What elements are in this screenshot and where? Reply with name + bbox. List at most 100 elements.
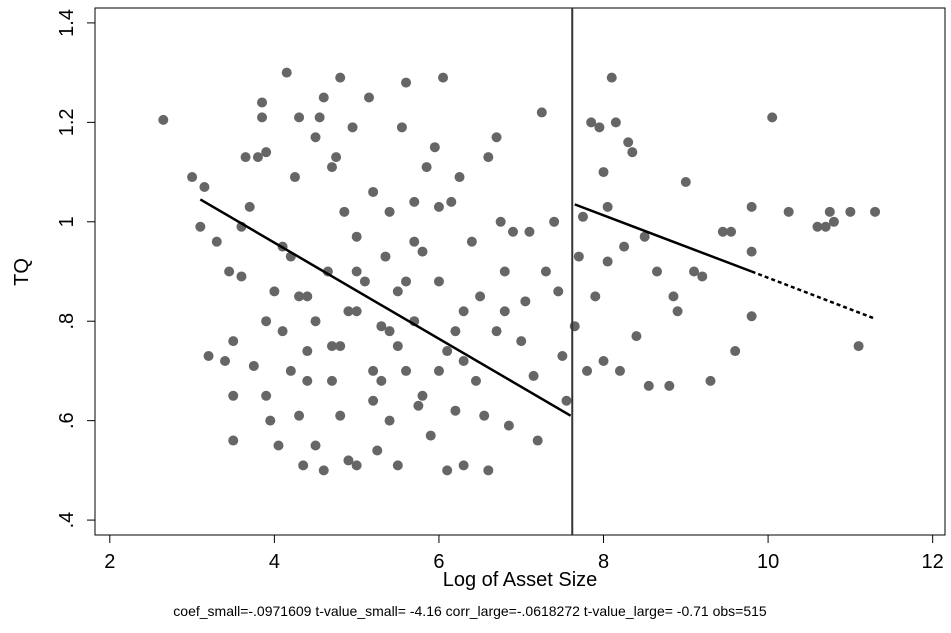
point xyxy=(228,336,239,347)
point xyxy=(261,147,272,158)
point xyxy=(376,375,387,386)
point xyxy=(540,266,551,277)
point xyxy=(631,331,642,342)
point xyxy=(639,231,650,242)
point xyxy=(586,117,597,128)
point xyxy=(351,231,362,242)
point xyxy=(536,107,547,118)
y-tick-label: .4 xyxy=(56,512,78,529)
point xyxy=(446,196,457,207)
point xyxy=(582,365,593,376)
point xyxy=(516,336,527,347)
point xyxy=(577,211,588,222)
point xyxy=(384,415,395,426)
point xyxy=(228,435,239,446)
fit-line xyxy=(751,270,876,320)
point xyxy=(372,445,383,456)
point xyxy=(824,206,835,217)
point xyxy=(314,112,325,123)
point xyxy=(384,206,395,217)
point xyxy=(508,226,519,237)
point xyxy=(598,355,609,366)
point xyxy=(211,236,222,247)
point xyxy=(265,415,276,426)
x-axis-label: Log of Asset Size xyxy=(443,569,598,591)
point xyxy=(549,216,560,227)
y-axis-label: TQ xyxy=(11,258,33,286)
point xyxy=(561,395,572,406)
point xyxy=(285,365,296,376)
point xyxy=(401,276,412,287)
point xyxy=(520,296,531,307)
point xyxy=(627,147,638,158)
plot-frame xyxy=(94,7,946,536)
point xyxy=(396,122,407,133)
point xyxy=(302,375,313,386)
x-tick-label: 2 xyxy=(104,551,115,573)
point xyxy=(495,216,506,227)
point xyxy=(339,206,350,217)
point xyxy=(392,286,403,297)
point xyxy=(499,266,510,277)
point xyxy=(318,465,329,476)
point xyxy=(359,276,370,287)
x-tick-label: 12 xyxy=(922,551,944,573)
point xyxy=(298,460,309,471)
point xyxy=(532,435,543,446)
point xyxy=(610,117,621,128)
point xyxy=(368,395,379,406)
x-tick-label: 8 xyxy=(598,551,609,573)
point xyxy=(458,355,469,366)
point xyxy=(281,67,292,78)
x-tick-label: 6 xyxy=(433,551,444,573)
point xyxy=(199,181,210,192)
point xyxy=(828,216,839,227)
point xyxy=(240,152,251,163)
y-tick-label: 1 xyxy=(56,216,78,227)
point xyxy=(606,72,617,83)
point xyxy=(705,375,716,386)
point xyxy=(347,122,358,133)
point xyxy=(470,375,481,386)
point xyxy=(261,390,272,401)
stats-note: coef_small=-.0971609 t-value_small= -4.1… xyxy=(173,603,767,619)
point xyxy=(261,316,272,327)
point xyxy=(326,375,337,386)
point xyxy=(623,137,634,148)
point xyxy=(417,390,428,401)
point xyxy=(331,152,342,163)
y-tick-label: 1.2 xyxy=(56,108,78,136)
point xyxy=(672,306,683,317)
point xyxy=(294,291,305,302)
point xyxy=(433,201,444,212)
point xyxy=(528,370,539,381)
point xyxy=(401,77,412,88)
point xyxy=(475,291,486,302)
point xyxy=(335,341,346,352)
point xyxy=(376,321,387,332)
point xyxy=(417,246,428,257)
point xyxy=(602,256,613,267)
point xyxy=(569,321,580,332)
point xyxy=(746,246,757,257)
point xyxy=(557,351,568,362)
point xyxy=(326,162,337,173)
point xyxy=(248,360,259,371)
point xyxy=(351,266,362,277)
point xyxy=(195,221,206,232)
point xyxy=(220,355,231,366)
point xyxy=(450,405,461,416)
point xyxy=(668,291,679,302)
point xyxy=(479,410,490,421)
y-tick-label: .6 xyxy=(56,412,78,429)
point xyxy=(652,266,663,277)
point xyxy=(187,172,198,183)
point xyxy=(717,226,728,237)
point xyxy=(783,206,794,217)
point xyxy=(458,306,469,317)
point xyxy=(364,92,375,103)
point xyxy=(257,112,268,123)
point xyxy=(335,72,346,83)
point xyxy=(326,341,337,352)
point xyxy=(746,201,757,212)
